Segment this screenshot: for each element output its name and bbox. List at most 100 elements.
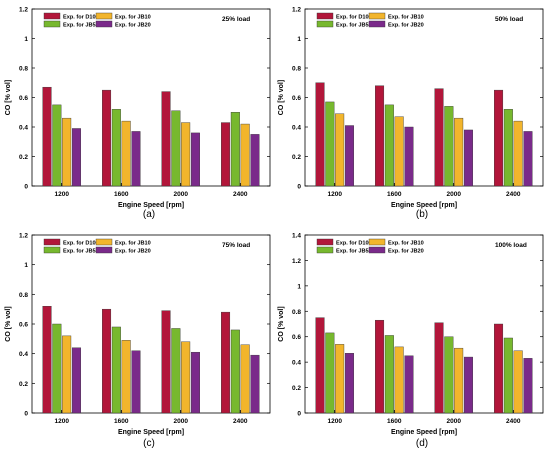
legend-swatch-d100 <box>316 12 334 20</box>
bar-jb10-1200 <box>62 335 72 414</box>
legend-swatch-jb10 <box>368 238 386 246</box>
bar-jb5-1600 <box>111 109 121 187</box>
bar-jb5-2400 <box>230 112 240 187</box>
plot-frame <box>31 8 271 187</box>
x-axis-label: Engine Speed [rpm] <box>391 202 457 209</box>
bar-jb20-2400 <box>250 134 260 187</box>
y-tick-label: 0.2 <box>292 385 301 392</box>
bar-jb5-1600 <box>384 104 394 187</box>
y-tick-label: 0.6 <box>19 322 28 329</box>
legend-label-jb5: Exp. for JB5 <box>336 23 369 29</box>
x-tick-label: 1600 <box>114 418 129 425</box>
chart-panel-3: 0 0.2 0.4 0.6 0.8 1 1.2 CO [% vol] 1200 1600 2000 2… <box>5 233 271 449</box>
bar-jb10-2400 <box>240 344 250 414</box>
load-label: 100% load <box>495 242 527 249</box>
legend-label-jb20: Exp. for JB20 <box>115 23 151 29</box>
bar-jb10-2000 <box>181 122 191 187</box>
bar-d100-1200 <box>42 86 52 187</box>
legend-swatch-jb5 <box>43 246 61 254</box>
legend-label-jb5: Exp. for JB5 <box>63 249 96 255</box>
bar-d100-1600 <box>375 319 385 414</box>
legend-label-d100: Exp. for D100 <box>336 241 372 247</box>
legend-swatch-d100 <box>316 238 334 246</box>
bar-jb5-2400 <box>503 337 513 414</box>
bar-jb20-2000 <box>463 356 473 414</box>
legend-label-jb10: Exp. for JB10 <box>388 15 424 21</box>
y-axis-label: CO [% vol] <box>5 80 12 115</box>
x-tick-label: 2400 <box>233 418 248 425</box>
legend-swatch-jb5 <box>316 246 334 254</box>
bar-d100-1200 <box>315 82 325 187</box>
legend-label-jb10: Exp. for JB10 <box>115 241 151 247</box>
bar-jb5-2000 <box>444 336 454 414</box>
y-tick-label: 0.2 <box>19 381 28 388</box>
x-tick-label: 1200 <box>328 191 343 198</box>
bar-d100-1600 <box>102 308 112 414</box>
bar-jb10-2000 <box>181 341 191 414</box>
bar-jb10-1600 <box>121 340 131 414</box>
legend-swatch-jb20 <box>95 20 113 28</box>
y-tick-label: 0.6 <box>292 334 301 341</box>
y-tick-label: 0.4 <box>292 125 301 132</box>
bar-jb5-1600 <box>384 335 394 414</box>
bar-jb10-2400 <box>513 120 523 187</box>
x-tick-label: 2400 <box>506 418 521 425</box>
bar-jb10-2400 <box>513 350 523 414</box>
y-tick-label: 0.6 <box>19 95 28 102</box>
legend-label-d100: Exp. for D100 <box>63 241 99 247</box>
legend-swatch-jb10 <box>95 238 113 246</box>
bar-jb5-2000 <box>444 106 454 187</box>
bar-jb20-1600 <box>131 350 141 414</box>
y-tick-label: 1.2 <box>292 258 301 265</box>
bar-jb5-1200 <box>52 104 62 187</box>
y-axis-label: CO [% vol] <box>278 80 285 115</box>
panel-caption: (c) <box>143 438 155 449</box>
panel-caption: (a) <box>143 209 155 220</box>
x-tick-label: 1200 <box>55 418 70 425</box>
legend-swatch-d100 <box>43 238 61 246</box>
x-tick-label: 2400 <box>506 191 521 198</box>
bar-jb20-1600 <box>131 131 141 187</box>
y-tick-label: 0.4 <box>19 351 28 358</box>
bar-jb10-1200 <box>335 344 345 414</box>
x-tick-label: 2000 <box>447 418 462 425</box>
x-tick-label: 2000 <box>174 191 189 198</box>
legend-label-jb10: Exp. for JB10 <box>115 15 151 21</box>
bar-jb5-1200 <box>325 101 335 187</box>
plot-frame <box>304 8 544 187</box>
bar-jb10-1200 <box>335 113 345 187</box>
bar-jb20-1200 <box>71 347 81 414</box>
legend-swatch-jb10 <box>368 12 386 20</box>
bar-jb10-2000 <box>454 117 464 187</box>
bar-jb10-2400 <box>240 123 250 187</box>
x-axis-label: Engine Speed [rpm] <box>391 429 457 436</box>
load-label: 75% load <box>222 242 250 249</box>
y-tick-label: 1.2 <box>292 7 301 14</box>
legend-label-d100: Exp. for D100 <box>336 15 372 21</box>
y-tick-label: 0.6 <box>292 95 301 102</box>
bar-jb20-1600 <box>404 355 414 414</box>
bar-d100-2000 <box>434 322 444 414</box>
x-tick-label: 2000 <box>174 418 189 425</box>
bar-d100-2400 <box>494 323 504 414</box>
y-tick-label: 0.4 <box>292 360 301 367</box>
y-tick-label: 0 <box>297 184 301 191</box>
bar-d100-1200 <box>315 317 325 414</box>
plot-frame <box>31 234 271 414</box>
y-tick-label: 1.4 <box>292 233 301 240</box>
x-axis-label: Engine Speed [rpm] <box>118 202 184 209</box>
chart-panel-4: 0 0.2 0.4 0.6 0.8 1 1.2 1.4 CO [% vol] 1200 1600 20… <box>278 233 544 449</box>
plot-frame <box>304 234 544 414</box>
y-tick-label: 0.8 <box>19 292 28 299</box>
y-tick-label: 0.2 <box>19 154 28 161</box>
bar-jb5-1200 <box>325 332 335 414</box>
legend-label-jb20: Exp. for JB20 <box>115 249 151 255</box>
y-tick-label: 0.2 <box>292 154 301 161</box>
y-tick-label: 0 <box>297 411 301 418</box>
legend-label-jb20: Exp. for JB20 <box>388 249 424 255</box>
bar-jb10-1600 <box>394 346 404 414</box>
load-label: 25% load <box>222 16 250 23</box>
panel-caption: (b) <box>416 209 428 220</box>
